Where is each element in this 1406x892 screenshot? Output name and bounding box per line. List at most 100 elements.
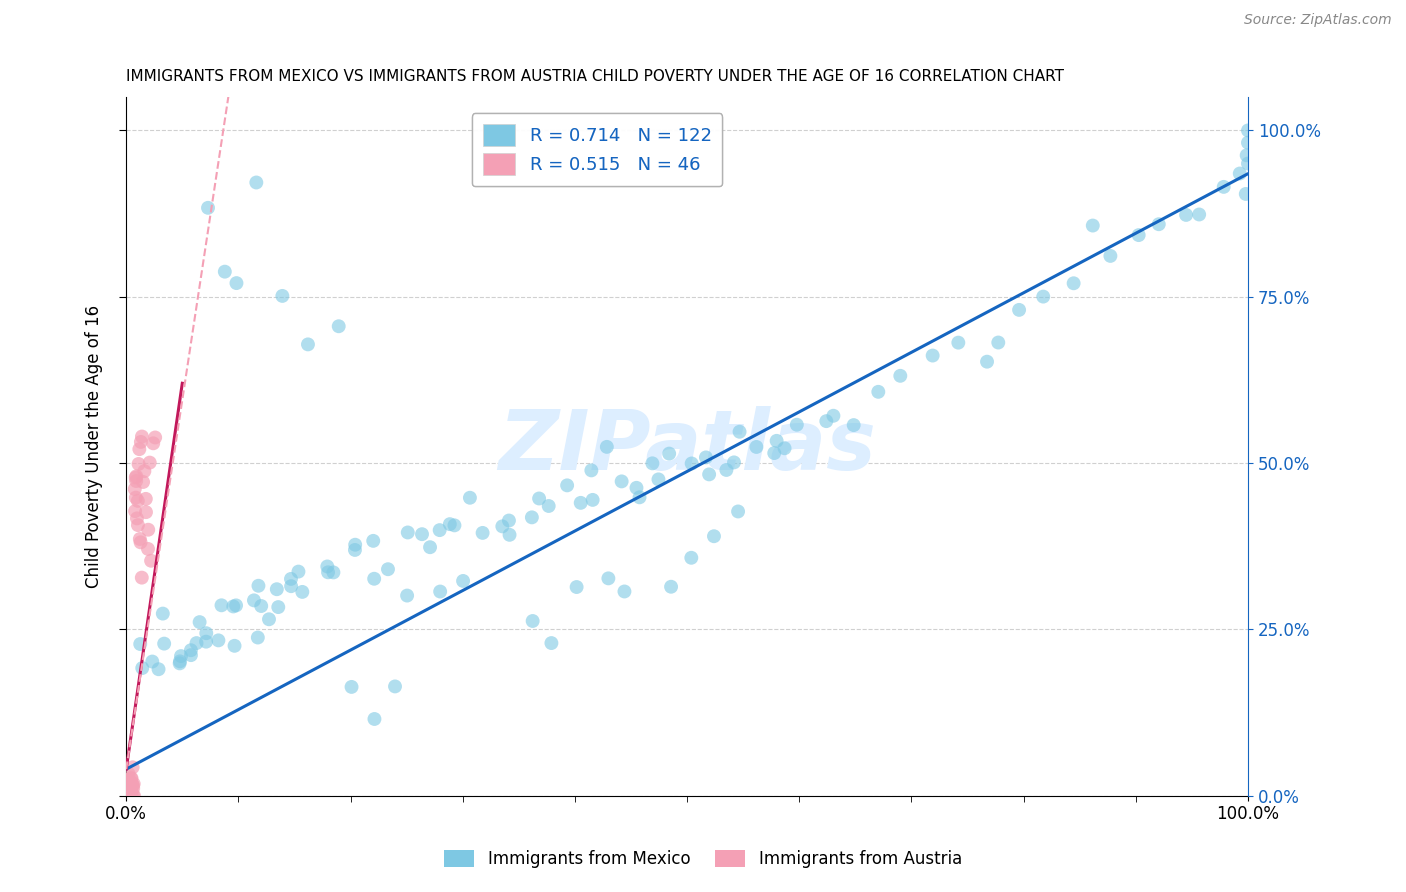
- Point: [136, 541, 159, 556]
- Point: [1128, 228, 1150, 243]
- Point: [396, 589, 419, 603]
- Point: [250, 599, 273, 613]
- Point: [921, 349, 943, 363]
- Point: [411, 527, 433, 541]
- Point: [169, 657, 191, 671]
- Point: [214, 265, 236, 279]
- Point: [271, 289, 294, 303]
- Point: [280, 572, 302, 586]
- Point: [127, 494, 149, 508]
- Point: [522, 614, 544, 628]
- Point: [1032, 290, 1054, 304]
- Point: [169, 654, 191, 668]
- Point: [195, 634, 218, 648]
- Point: [647, 472, 669, 486]
- Point: [120, 774, 142, 789]
- Point: [115, 785, 138, 799]
- Point: [628, 491, 651, 505]
- Point: [1237, 136, 1260, 150]
- Point: [287, 565, 309, 579]
- Point: [1188, 207, 1211, 221]
- Point: [118, 773, 141, 788]
- Point: [291, 585, 314, 599]
- Point: [129, 637, 152, 651]
- Legend: R = 0.714   N = 122, R = 0.515   N = 46: R = 0.714 N = 122, R = 0.515 N = 46: [472, 113, 723, 186]
- Point: [139, 554, 162, 568]
- Point: [681, 457, 703, 471]
- Point: [131, 429, 153, 443]
- Point: [377, 562, 399, 576]
- Point: [211, 599, 233, 613]
- Point: [1063, 277, 1085, 291]
- Point: [537, 499, 560, 513]
- Point: [823, 409, 845, 423]
- Point: [127, 518, 149, 533]
- Point: [121, 760, 143, 774]
- Point: [815, 414, 838, 428]
- Point: [596, 440, 619, 454]
- Point: [143, 430, 166, 444]
- Point: [153, 637, 176, 651]
- Point: [225, 276, 247, 290]
- Point: [138, 456, 160, 470]
- Point: [122, 777, 145, 791]
- Point: [569, 496, 592, 510]
- Point: [247, 579, 270, 593]
- Point: [129, 434, 152, 449]
- Point: [122, 789, 145, 803]
- Point: [117, 766, 139, 780]
- Point: [451, 574, 474, 588]
- Text: IMMIGRANTS FROM MEXICO VS IMMIGRANTS FROM AUSTRIA CHILD POVERTY UNDER THE AGE OF: IMMIGRANTS FROM MEXICO VS IMMIGRANTS FRO…: [127, 69, 1064, 84]
- Point: [703, 529, 725, 543]
- Point: [396, 525, 419, 540]
- Point: [1229, 167, 1251, 181]
- Point: [115, 772, 138, 787]
- Point: [125, 469, 148, 483]
- Point: [723, 455, 745, 469]
- Point: [868, 384, 890, 399]
- Point: [889, 368, 911, 383]
- Text: Source: ZipAtlas.com: Source: ZipAtlas.com: [1244, 13, 1392, 28]
- Point: [322, 566, 344, 580]
- Point: [118, 782, 141, 797]
- Point: [266, 582, 288, 597]
- Point: [716, 463, 738, 477]
- Point: [136, 523, 159, 537]
- Point: [613, 584, 636, 599]
- Legend: Immigrants from Mexico, Immigrants from Austria: Immigrants from Mexico, Immigrants from …: [437, 843, 969, 875]
- Point: [598, 571, 620, 585]
- Point: [125, 491, 148, 505]
- Point: [132, 475, 155, 489]
- Point: [170, 649, 193, 664]
- Point: [582, 492, 605, 507]
- Point: [131, 661, 153, 675]
- Point: [121, 777, 143, 791]
- Point: [498, 528, 520, 542]
- Point: [1081, 219, 1104, 233]
- Point: [1008, 302, 1031, 317]
- Point: [122, 789, 145, 803]
- Point: [122, 781, 145, 796]
- Point: [948, 335, 970, 350]
- Point: [141, 655, 163, 669]
- Point: [773, 442, 796, 456]
- Point: [148, 662, 170, 676]
- Point: [120, 783, 142, 797]
- Point: [540, 636, 562, 650]
- Point: [297, 337, 319, 351]
- Point: [344, 538, 367, 552]
- Point: [186, 636, 208, 650]
- Point: [987, 335, 1010, 350]
- Point: [697, 467, 720, 482]
- Point: [1212, 180, 1234, 194]
- Point: [498, 514, 520, 528]
- Point: [225, 599, 247, 613]
- Point: [128, 532, 150, 546]
- Point: [429, 584, 451, 599]
- Point: [125, 474, 148, 488]
- Point: [125, 470, 148, 484]
- Point: [124, 504, 146, 518]
- Point: [122, 779, 145, 793]
- Point: [1236, 148, 1258, 162]
- Point: [443, 518, 465, 533]
